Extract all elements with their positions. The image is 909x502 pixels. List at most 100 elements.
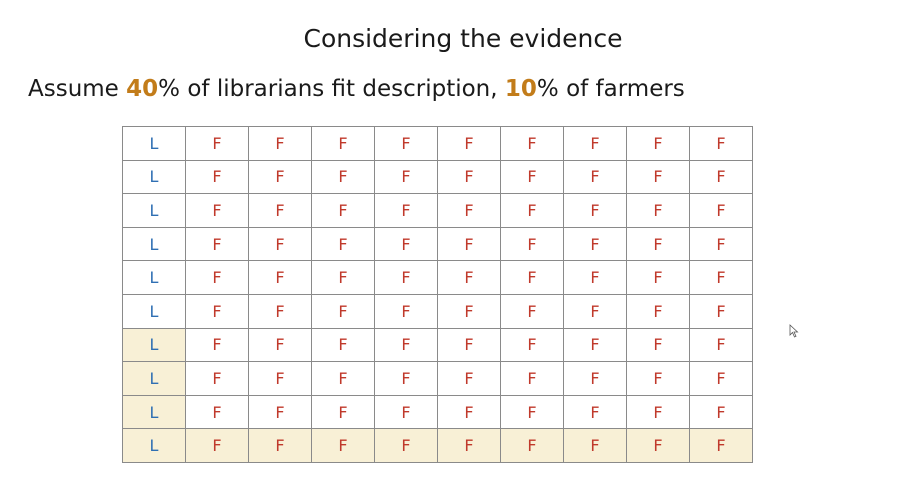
farmer-cell: F (248, 293, 312, 329)
farmer-cell: F (437, 159, 501, 195)
librarian-cell: L (122, 260, 186, 295)
farmer-cell: F (311, 327, 375, 363)
farmer-cell: F (374, 193, 438, 228)
farmer-cell: F (500, 159, 564, 195)
farmer-cell: F (248, 126, 312, 161)
farmer-cell: F (374, 126, 438, 161)
farmer-cell: F (626, 260, 690, 295)
librarian-cell: L (122, 394, 186, 430)
farmer-cell: F (311, 159, 375, 195)
farmer-cell: F (185, 193, 249, 228)
farmer-cell: F (437, 126, 501, 161)
farmer-cell: F (311, 126, 375, 161)
farmer-cell: F (563, 293, 627, 329)
farmer-cell: F (500, 126, 564, 161)
farmer-cell: F (437, 428, 501, 463)
farmer-cell: F (374, 260, 438, 295)
farmer-cell: F (437, 293, 501, 329)
librarian-cell: L (122, 293, 186, 329)
farmer-cell: F (185, 293, 249, 329)
farmer-cell: F (437, 361, 501, 396)
farmer-cell: F (626, 193, 690, 228)
farmer-cell: F (689, 226, 753, 262)
farmer-cell: F (626, 126, 690, 161)
farmer-cell: F (248, 327, 312, 363)
farmer-cell: F (626, 428, 690, 463)
farmer-cell: F (185, 361, 249, 396)
farmer-cell: F (689, 327, 753, 363)
farmer-cell: F (374, 159, 438, 195)
librarian-cell: L (122, 226, 186, 262)
farmer-cell: F (689, 293, 753, 329)
farmer-cell: F (248, 226, 312, 262)
farmer-cell: F (311, 428, 375, 463)
farmer-cell: F (185, 260, 249, 295)
mouse-cursor-icon (789, 324, 799, 338)
farmer-cell: F (311, 193, 375, 228)
farmer-cell: F (248, 428, 312, 463)
farmer-cell: F (563, 159, 627, 195)
farmer-percent: 10 (504, 76, 537, 102)
farmer-cell: F (374, 428, 438, 463)
slide-title: Considering the evidence (303, 24, 623, 53)
farmer-cell: F (563, 260, 627, 295)
farmer-cell: F (500, 293, 564, 329)
farmer-cell: F (311, 361, 375, 396)
farmer-cell: F (374, 361, 438, 396)
farmer-cell: F (311, 226, 375, 262)
farmer-cell: F (374, 293, 438, 329)
farmer-cell: F (311, 293, 375, 329)
farmer-cell: F (626, 226, 690, 262)
farmer-cell: F (563, 226, 627, 262)
farmer-cell: F (437, 327, 501, 363)
farmer-cell: F (185, 126, 249, 161)
farmer-cell: F (563, 361, 627, 396)
librarian-cell: L (122, 126, 186, 161)
farmer-cell: F (185, 226, 249, 262)
farmer-cell: F (689, 126, 753, 161)
farmer-cell: F (374, 327, 438, 363)
subtitle-prefix: Assume (28, 76, 127, 102)
farmer-cell: F (500, 394, 564, 430)
farmer-cell: F (689, 428, 753, 463)
farmer-cell: F (689, 159, 753, 195)
subtitle-middle: % of librarians fit description, (158, 76, 505, 102)
farmer-cell: F (626, 159, 690, 195)
farmer-cell: F (248, 159, 312, 195)
farmer-cell: F (626, 361, 690, 396)
farmer-cell: F (185, 327, 249, 363)
librarian-cell: L (122, 428, 186, 463)
subtitle: Assume 40% of librarians fit description… (28, 76, 685, 102)
farmer-cell: F (437, 260, 501, 295)
farmer-cell: F (185, 159, 249, 195)
librarian-cell: L (122, 361, 186, 396)
farmer-cell: F (500, 361, 564, 396)
farmer-cell: F (500, 193, 564, 228)
farmer-cell: F (185, 428, 249, 463)
librarian-percent: 40 (126, 76, 159, 102)
farmer-cell: F (374, 226, 438, 262)
farmer-cell: F (248, 361, 312, 396)
farmer-cell: F (689, 260, 753, 295)
farmer-cell: F (437, 193, 501, 228)
farmer-cell: F (563, 126, 627, 161)
farmer-cell: F (437, 226, 501, 262)
librarian-cell: L (122, 327, 186, 363)
farmer-cell: F (626, 394, 690, 430)
librarian-cell: L (122, 193, 186, 228)
farmer-cell: F (248, 260, 312, 295)
farmer-cell: F (500, 260, 564, 295)
farmer-cell: F (437, 394, 501, 430)
farmer-cell: F (185, 394, 249, 430)
